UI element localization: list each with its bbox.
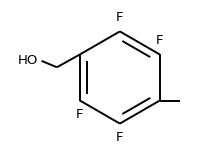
Text: F: F <box>156 34 164 47</box>
Text: F: F <box>116 11 124 24</box>
Text: F: F <box>116 131 124 144</box>
Text: F: F <box>76 108 84 121</box>
Text: HO: HO <box>17 54 38 67</box>
